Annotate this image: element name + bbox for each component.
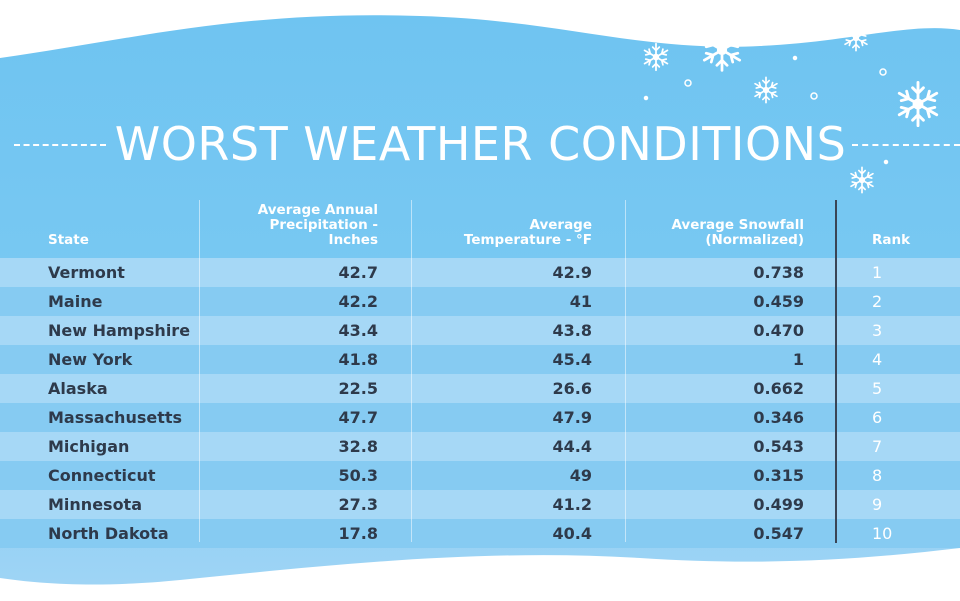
header-line: Temperature - °F bbox=[463, 232, 592, 248]
column-divider bbox=[625, 200, 626, 542]
title-dash-right bbox=[852, 144, 960, 146]
cell-temperature: 44.4 bbox=[552, 437, 592, 456]
cell-snowfall: 0.543 bbox=[753, 437, 804, 456]
cell-snowfall: 0.662 bbox=[753, 379, 804, 398]
cell-precipitation: 41.8 bbox=[338, 350, 378, 369]
table-row: Alaska 22.5 26.6 0.662 5 bbox=[0, 374, 960, 403]
table-row: Vermont 42.7 42.9 0.738 1 bbox=[0, 258, 960, 287]
rank-divider bbox=[835, 200, 837, 543]
cell-rank: 10 bbox=[872, 524, 893, 543]
header-line: Rank bbox=[872, 232, 911, 248]
cell-precipitation: 42.2 bbox=[338, 292, 378, 311]
cell-snowfall: 0.738 bbox=[753, 263, 804, 282]
cell-rank: 4 bbox=[872, 350, 883, 369]
cell-precipitation: 42.7 bbox=[338, 263, 378, 282]
table-row: Connecticut 50.3 49 0.315 8 bbox=[0, 461, 960, 490]
cell-temperature: 40.4 bbox=[552, 524, 592, 543]
header-line: Inches bbox=[328, 232, 378, 248]
table-row: New York 41.8 45.4 1 4 bbox=[0, 345, 960, 374]
table-row: Maine 42.2 41 0.459 2 bbox=[0, 287, 960, 316]
cell-snowfall: 0.346 bbox=[753, 408, 804, 427]
cell-precipitation: 27.3 bbox=[338, 495, 378, 514]
column-divider bbox=[199, 200, 200, 542]
cell-state: New York bbox=[48, 350, 133, 369]
cell-temperature: 41.2 bbox=[552, 495, 592, 514]
cell-state: Maine bbox=[48, 292, 103, 311]
cell-rank: 6 bbox=[872, 408, 883, 427]
header-line: Average Annual bbox=[257, 202, 378, 218]
header-precipitation: Average Annual Precipitation - Inches bbox=[200, 203, 378, 248]
cell-rank: 3 bbox=[872, 321, 883, 340]
table-row: New Hampshire 43.4 43.8 0.470 3 bbox=[0, 316, 960, 345]
cell-state: Alaska bbox=[48, 379, 108, 398]
header-line: (Normalized) bbox=[705, 232, 804, 248]
cell-precipitation: 32.8 bbox=[338, 437, 378, 456]
cell-precipitation: 43.4 bbox=[338, 321, 378, 340]
cell-temperature: 47.9 bbox=[552, 408, 592, 427]
cell-state: Michigan bbox=[48, 437, 130, 456]
header-rank: Rank bbox=[872, 233, 952, 248]
cell-state: Vermont bbox=[48, 263, 125, 282]
cell-temperature: 41 bbox=[569, 292, 592, 311]
snow-dots bbox=[643, 32, 889, 165]
header-line: State bbox=[48, 232, 89, 248]
header-snowfall: Average Snowfall (Normalized) bbox=[626, 218, 804, 248]
cell-state: Massachusetts bbox=[48, 408, 183, 427]
cell-state: New Hampshire bbox=[48, 321, 191, 340]
cell-temperature: 45.4 bbox=[552, 350, 592, 369]
cell-temperature: 49 bbox=[569, 466, 592, 485]
cell-rank: 7 bbox=[872, 437, 883, 456]
cell-snowfall: 0.315 bbox=[753, 466, 804, 485]
cell-snowfall: 0.499 bbox=[753, 495, 804, 514]
cell-temperature: 43.8 bbox=[552, 321, 592, 340]
cell-snowfall: 0.547 bbox=[753, 524, 804, 543]
cell-state: North Dakota bbox=[48, 524, 169, 543]
header-line: Precipitation - bbox=[269, 217, 378, 233]
cell-rank: 8 bbox=[872, 466, 883, 485]
cell-precipitation: 50.3 bbox=[338, 466, 378, 485]
header-state: State bbox=[48, 233, 198, 248]
cell-snowfall: 1 bbox=[792, 350, 804, 369]
cell-state: Minnesota bbox=[48, 495, 142, 514]
table-row: Minnesota 27.3 41.2 0.499 9 bbox=[0, 490, 960, 519]
cell-rank: 5 bbox=[872, 379, 883, 398]
cell-precipitation: 17.8 bbox=[338, 524, 378, 543]
title-row: WORST WEATHER CONDITIONS bbox=[0, 112, 960, 176]
cell-temperature: 42.9 bbox=[552, 263, 592, 282]
table-row: North Dakota 17.8 40.4 0.547 10 bbox=[0, 519, 960, 548]
table-row: Michigan 32.8 44.4 0.543 7 bbox=[0, 432, 960, 461]
cell-rank: 1 bbox=[872, 263, 883, 282]
cell-rank: 2 bbox=[872, 292, 883, 311]
header-line: Average Snowfall bbox=[671, 217, 804, 233]
cell-precipitation: 47.7 bbox=[338, 408, 378, 427]
page-title: WORST WEATHER CONDITIONS bbox=[114, 117, 847, 171]
cell-snowfall: 0.470 bbox=[753, 321, 804, 340]
cell-temperature: 26.6 bbox=[552, 379, 592, 398]
cell-snowfall: 0.459 bbox=[753, 292, 804, 311]
header-temperature: Average Temperature - °F bbox=[412, 218, 592, 248]
cell-precipitation: 22.5 bbox=[338, 379, 378, 398]
cell-rank: 9 bbox=[872, 495, 883, 514]
title-dash-left bbox=[14, 144, 106, 146]
cell-state: Connecticut bbox=[48, 466, 156, 485]
header-line: Average bbox=[529, 217, 592, 233]
table-row: Massachusetts 47.7 47.9 0.346 6 bbox=[0, 403, 960, 432]
column-divider bbox=[411, 200, 412, 542]
